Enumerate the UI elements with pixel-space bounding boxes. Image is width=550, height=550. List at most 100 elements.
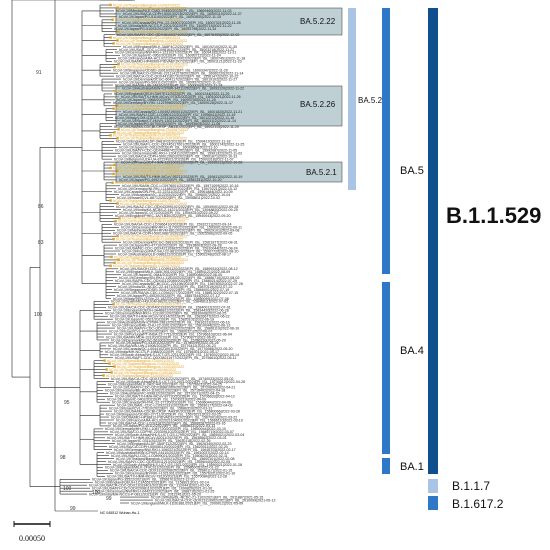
leaf-label-highlighted: hCoV-19/Thailand/Bangkok-CU0093/2022 [116,42,183,46]
leaf-label: hCoV-19/USA/CA-CDC-QDX21033401/2021|EPI_… [89,484,209,488]
leaf-label: hCoV-19/England/PHEC-3A71B30/2022|EPI_IS… [115,214,231,218]
leaf-label-highlighted: hCoV-19/Thailand/Bangkok-CU0046/2022 [109,368,176,372]
lineage-bar [382,8,390,274]
leaf-label: hCoV-19/Japan/PG-43301/2022|EPI_ISL_1578… [116,341,219,345]
leaf-label: hCoV-19/Japan/IC-0911/2022|EPI_ISL_16093… [119,146,217,150]
leaf-label: hCoV-19/USA/WA-UW-21908/2022|EPI_ISL_157… [108,344,216,348]
leaf-label: hCoV-19/Israel/CVL-77610/2022|EPI_ISL_15… [109,406,212,410]
lineage-label: BA.5 [400,165,424,177]
leaf-label-highlighted: hCoV-19/Thailand/Bangkok-CU0109/2022 [121,63,188,67]
leaf-label: hCoV-19/England/MILK-3A8F4C2/2022|EPI_IS… [123,45,237,49]
leaf-label-highlighted: hCoV-19/Thailand/Bangkok-CU0097/2022 [113,3,180,7]
highlight-marker [116,39,119,42]
leaf-label: hCoV-19/USA/TX-HMH-MCoV-90114/2022|EPI_I… [110,315,230,319]
leaf-label: hCoV-19/India/MH-NCCS-P-0812/2021|EPI_IS… [89,492,201,496]
leaf-label: hCoV-19/Germany/NI-RKI-I-1188332/2022|EP… [118,187,237,191]
leaf-label: hCoV-19/USA/MA-CDCBI-CRSP_AA91K/2022|EPI… [114,409,240,413]
lineage-bars: BA.5.2 BA.5 BA.4 BA.1 B.1.1.529 B.1.1.7 B.1.61… [348,8,541,511]
lineage-label: B.1.1.529 [446,203,541,228]
leaf-label: hCoV-19/USA/GA-CDC-LC0966410/2022|EPI_IS… [114,223,231,227]
highlight-marker [114,220,117,223]
highlight-marker [117,30,120,33]
leaf-label: hCoV-19/USA/CA-CDPH-500130218/2022|EPI_I… [123,12,242,16]
bootstrap-value: 100 [63,486,72,492]
highlight-marker [113,131,116,134]
leaf-label: hCoV-19/Japan/PG-51140/2022|EPI_ISL_1609… [119,15,221,19]
leaf-label: hCoV-19/England/MILK-3A2C441/2022|EPI_IS… [108,383,222,387]
scale-bar: 0.00050 [13,521,51,543]
leaf-label-highlighted: hCoV-19/Thailand/Bangkok-CU0086/2022 [116,172,183,176]
leaf-label: hCoV-19/Netherlands/NH-RIVM-88120/2022|E… [117,229,239,233]
leaf-label-highlighted: hCoV-19/Thailand/Bangkok-CU0082/2022 [117,163,184,167]
subclade-highlight-boxes: BA.5.2.22 BA.5.2.26 BA.5.2.1 [115,7,343,183]
leaf-label-highlighted: hCoV-19/Thailand/Bangkok-CU0084/2022 [120,169,187,173]
leaf-label-highlighted: hCoV-19/Thailand/Bangkok-CU0087/2022 [121,128,188,132]
leaf-label: hCoV-19/Japan/IC-0521/2022|EPI_ISL_15820… [115,318,214,322]
leaf-label: hCoV-19/USA/NY-CDC-QDX33011210/2022|EPI_… [108,460,230,464]
leaf-label: hCoV-19/USA/OH-CDC-LC0951120/2022|EPI_IS… [120,267,238,271]
leaf-label-highlighted: hCoV-19/Thailand/Bangkok-CU0090/2022 [117,131,184,135]
leaf-label: hCoV-19/South Africa/NHLS-UCT-GS-1799/20… [115,433,244,437]
leaf-label: hCoV-19/India/MH-NCCS-P-1988/2022|EPI_IS… [105,350,219,354]
leaf-label: hCoV-19/USA/NY-CDC-QDX44987412/2022|EPI_… [115,149,237,153]
leaf-label: hCoV-19/USA/AZ-CDC-QDX43399102/2022|EPI_… [116,205,238,209]
leaf-label: hCoV-19/Germany/BY-RKI-I-1021001/2022|EP… [115,472,235,476]
highlight-marker [105,368,108,371]
lineage-bar [428,8,438,474]
leaf-label: hCoV-19/Germany/HE-RKI-I-1204112/2022|EP… [122,152,242,156]
leaf-label: hCoV-19/USA/CA-CDC-QDX37001122/2022|EPI_… [111,377,233,381]
highlight-marker [116,234,119,238]
leaf-label: hCoV-19/USA/WA-UW-24816/2022|EPI_ISL_160… [115,83,223,87]
root-leaf-label: NC 045512 Wuhan-Hu-1 [100,511,140,515]
leaf-label: hCoV-19/Japan/PG-49921/2022|EPI_ISL_1598… [119,178,222,182]
leaf-label: hCoV-19/Israel/CVL-88712/2022|EPI_ISL_15… [117,196,220,200]
leaf-label: hCoV-19/Thailand/Bangkok-CU0021/2022|EPI… [116,457,235,461]
leaf-label: hCoV-19/Japan/PG-40112/2022|EPI_ISL_1565… [113,424,215,428]
leaf-label-highlighted: hCoV-19/Thailand/Bangkok-CU0103/2022 [116,107,183,111]
leaf-label-highlighted: hCoV-19/Thailand/Bangkok-CU0048/2022 [114,371,181,375]
leaf-label: hCoV-19/Japan/IC-0968/2022|EPI_ISL_16093… [117,98,216,102]
leaf-label: hCoV-19/Denmark/DCGC-588102/2022|EPI_ISL… [123,240,238,244]
leaf-label: hCoV-19/USA/NY-CDC-QDX20981102/2021|EPI_… [92,486,212,490]
leaf-label: hCoV-19/USA/CA-CDPH-500120833/2022|EPI_I… [118,154,237,158]
leaf-label: hCoV-19/England/ALDP-3A0F112/2022|EPI_IS… [117,442,232,446]
lineage-label: BA.4 [400,345,424,357]
leaf-label: hCoV-19/England/QEUH-3A4B811/2022|EPI_IS… [113,309,229,313]
bootstrap-value: 100 [34,312,43,318]
leaf-label: hCoV-19/USA/MD-HP40900-PIDVAEF2K7/2022|E… [114,60,242,64]
highlight-marker [117,62,120,66]
leaf-label-highlighted: hCoV-19/Thailand/Bangkok-CU0079/2022 [115,181,182,185]
leaf-label: hCoV-19/Italy/LOM-IZSLER-2231180/2022|EP… [115,116,234,120]
leaf-label: hCoV-19/Japan/PG-47710/2022|EPI_ISL_1591… [119,243,222,247]
bootstrap-value: 83 [38,240,44,246]
leaf-label: hCoV-19/USA/FL-CDC-QDX38211977/2022|EPI_… [115,356,236,360]
leaf-label: hCoV-19/Germany/BE-RKI-I-1100221/2022|EP… [105,389,225,393]
highlight-marker [113,261,116,264]
leaf-label: hCoV-19/Italy/VEN-IZSVe-22-1822/2022|EPI… [113,297,229,301]
leaf-label: hCoV-19/Belgium/UZA-UA-87224921/2022|EPI… [114,157,234,161]
highlight-marker [109,264,112,267]
highlight-marker [117,258,120,262]
leaf-label: hCoV-19/Spain/CT-HUVH-130211/2022|EPI_IS… [122,119,236,123]
leaf-label-highlighted: hCoV-19/Thailand/Bangkok-CU0065/2022 [121,258,188,262]
highlight-marker [111,181,114,184]
leaf-label: hCoV-19/France/ARA-HCL022123417001/2022|… [118,57,245,61]
bootstrap-value: 91 [36,70,42,76]
leaf-label: hCoV-19/USA/IL-CDC-LC0981642/2022|EPI_IS… [119,48,234,52]
leaf-label-highlighted: hCoV-19/Thailand/Bangkok-CU0085/2022 [113,36,180,40]
highlight-marker [116,169,119,173]
leaf-label: hCoV-19/USA/NY-CDC-QDX39210022/2022|EPI_… [117,326,239,330]
leaf-label: hCoV-19/USA/TX-HMH-MCoV-78120/2021|EPI_I… [107,475,227,479]
leaf-label: hCoV-19/Australia/VIC-099812/2022|EPI_IS… [110,392,220,396]
leaf-label-highlighted: hCoV-19/Thailand/Bangkok-CU0104/2022 [120,137,187,141]
leaf-label-highlighted: hCoV-19/Thailand/Bangkok-CU0041/2022 [107,359,174,363]
leaf-label: hCoV-19/USA/CA-CDPH-500108873/2022|EPI_I… [113,232,232,236]
highlight-marker [113,65,116,69]
leaf-label: hCoV-19/USA/CA-CDC-QDX40019320/2022|EPI_… [108,306,231,310]
leaf-label-highlighted: hCoV-19/Thailand/Bangkok-CU0112/2022 [121,30,188,34]
leaf-label: hCoV-19/Germany/NW-RKI-I-1231027/2022|EP… [115,51,236,55]
leaf-label: hCoV-19/Germany/NW-RKI-I-1131901/2022|EP… [105,312,226,316]
lineage-label: B.1.617.2 [452,497,504,511]
leaf-label: hCoV-19/Japan/PG-35522/2021|EPI_ISL_1556… [92,478,195,482]
lineage-label: BA.5.2 [358,96,383,105]
